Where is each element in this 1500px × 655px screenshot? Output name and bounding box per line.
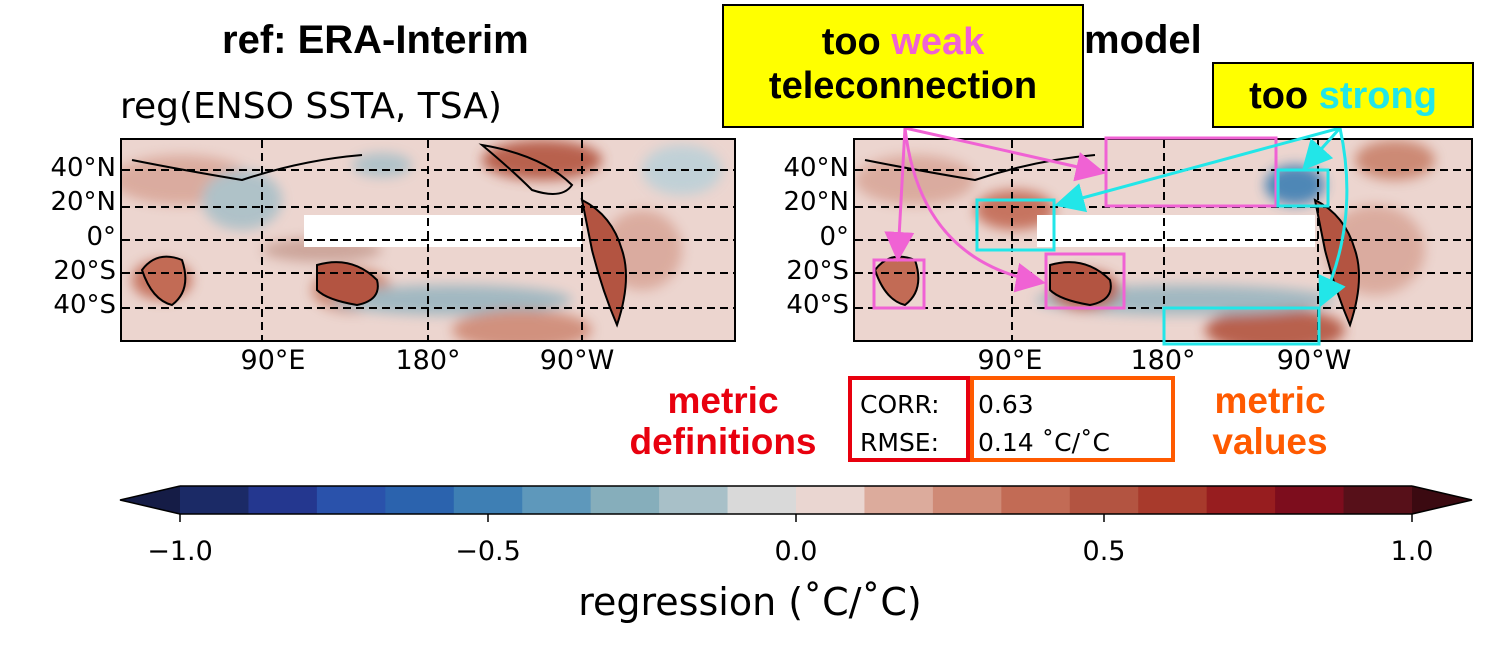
- strong-callout: too strong: [1212, 62, 1474, 128]
- colorbar-segment: [727, 486, 797, 514]
- weak-highlight: weak: [891, 21, 985, 63]
- colorbar-tick-0: 0.0: [774, 536, 818, 567]
- colorbar-segment: [522, 486, 592, 514]
- colorbar-segment: [1001, 486, 1071, 514]
- model-lat-label-20s: 20°S: [786, 256, 849, 286]
- strong-arrow-2: [1301, 126, 1342, 171]
- model-lon-label-90w: 90°W: [1276, 345, 1352, 376]
- ref-title: ref: ERA-Interim: [222, 18, 529, 62]
- model-lon-label-180: 180°: [1130, 345, 1196, 376]
- weak-arrow-2: [884, 127, 915, 262]
- colorbar-max-extension: [1412, 486, 1472, 514]
- colorbar-tick-1: 1.0: [1390, 536, 1434, 567]
- model-lat-label-20n: 20°N: [783, 187, 849, 217]
- lon-label-180: 180°: [395, 345, 461, 376]
- metric-values-box: 0.63 0.14 ˚C/˚C: [970, 376, 1175, 462]
- metric-val-corr: 0.63: [978, 390, 1034, 419]
- metric-val-rmse: 0.14 ˚C/˚C: [978, 428, 1110, 457]
- metric-def-rmse: RMSE:: [860, 428, 940, 457]
- metric-def-corr: CORR:: [860, 390, 940, 419]
- lat-label-40n: 40°N: [50, 153, 116, 183]
- colorbar: [119, 485, 1473, 522]
- strong-box-indian: [975, 198, 1056, 252]
- colorbar-tick-neg05: −0.5: [455, 536, 521, 567]
- colorbar-segment: [864, 486, 934, 514]
- model-title: model: [1084, 18, 1202, 62]
- model-lon-label-90e: 90°E: [977, 345, 1043, 376]
- colorbar-min-extension: [120, 486, 180, 514]
- colorbar-label: regression (˚C/˚C): [578, 580, 922, 624]
- model-lat-label-0: 0°: [819, 222, 849, 252]
- weak-line2: teleconnection: [768, 65, 1038, 107]
- colorbar-segment: [180, 486, 249, 514]
- lat-label-40s: 40°S: [53, 290, 116, 320]
- lat-label-20n: 20°N: [50, 187, 116, 217]
- colorbar-segment: [385, 486, 455, 514]
- colorbar-segment: [248, 486, 318, 514]
- model-lat-label-40s: 40°S: [786, 290, 849, 320]
- colorbar-segment: [796, 486, 865, 514]
- colorbar-tick-neg1: −1.0: [147, 536, 213, 567]
- weak-prefix: too: [821, 21, 892, 63]
- strong-arrow-1: [1054, 126, 1341, 213]
- weak-box-north-pacific: [1104, 136, 1278, 208]
- weak-box-africa: [872, 258, 926, 310]
- strong-prefix: too: [1249, 75, 1319, 117]
- weak-arrow-1: [904, 126, 1106, 182]
- colorbar-segment: [316, 486, 386, 514]
- colorbar-segment: [1343, 486, 1413, 514]
- lon-label-90w: 90°W: [539, 345, 615, 376]
- colorbar-segment: [1275, 486, 1345, 514]
- ref-map: [120, 138, 736, 342]
- lat-label-0: 0°: [86, 222, 116, 252]
- colorbar-segment: [1138, 486, 1208, 514]
- model-lat-label-40n: 40°N: [783, 153, 849, 183]
- weak-arrow-3: [903, 127, 1046, 293]
- weak-box-australia: [1044, 252, 1126, 310]
- subtitle: reg(ENSO SSTA, TSA): [120, 86, 502, 127]
- metric-definitions-box: CORR: RMSE:: [848, 376, 970, 462]
- colorbar-segment: [453, 486, 523, 514]
- strong-highlight: strong: [1318, 75, 1437, 117]
- colorbar-segment: [1069, 486, 1139, 514]
- strong-box-south-pacific: [1162, 306, 1321, 346]
- strong-arrow-3: [1318, 127, 1349, 308]
- weak-callout: too weak teleconnection: [722, 4, 1084, 128]
- colorbar-segment: [932, 486, 1002, 514]
- lon-label-90e: 90°E: [240, 345, 306, 376]
- metric-values-label: metric values: [1212, 380, 1328, 463]
- colorbar-segment: [1206, 486, 1276, 514]
- metric-definitions-label: metric definitions: [629, 380, 817, 463]
- colorbar-tick-05: 0.5: [1082, 536, 1126, 567]
- lat-label-20s: 20°S: [53, 256, 116, 286]
- colorbar-segment: [590, 486, 660, 514]
- colorbar-segment: [659, 486, 729, 514]
- strong-box-atlantic: [1276, 168, 1330, 208]
